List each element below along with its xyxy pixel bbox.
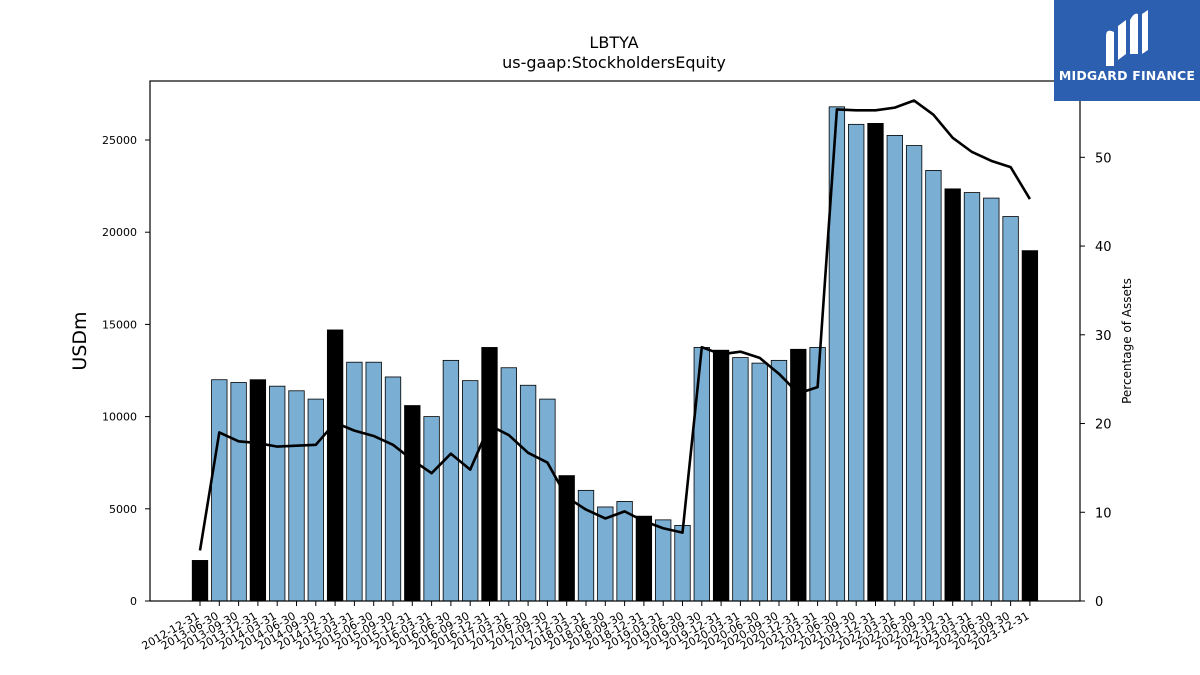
- bar-2021-12-31: [867, 123, 884, 602]
- y-tick-label: 25000: [102, 134, 137, 147]
- line-layer: [198, 99, 1032, 551]
- bar-2013-06-30: [211, 379, 228, 602]
- bar-2016-06-30: [442, 359, 460, 602]
- bars-layer: [191, 106, 1039, 602]
- bar-2015-12-31: [404, 405, 421, 602]
- bar-2012-12-31: [191, 560, 209, 602]
- y-tick-label: 20000: [102, 226, 137, 239]
- bar-2017-06-30: [519, 384, 537, 602]
- y2-tick-label: 30: [1095, 329, 1112, 344]
- bar-2016-12-31: [481, 347, 498, 602]
- bar-2018-12-31: [635, 515, 653, 602]
- bar-2014-09-30: [307, 398, 324, 602]
- bar-2021-09-30: [848, 123, 865, 602]
- y-tick-label: 5000: [109, 503, 137, 516]
- bar-2013-09-30: [230, 382, 247, 602]
- y2-axis-label: Percentage of Assets: [1120, 278, 1134, 404]
- plot-frame: [149, 80, 1081, 602]
- bar-2023-09-30: [1002, 216, 1019, 602]
- bar-2017-03-31: [500, 367, 517, 602]
- x-axis: 2012-12-312013-06-302013-09-302013-12-31…: [140, 601, 1031, 653]
- y-tick-label: 0: [130, 595, 137, 608]
- bar-2019-03-31: [655, 519, 672, 602]
- bar-2023-06-30: [983, 197, 1000, 602]
- brand-logo-text: MIDGARD FINANCE: [1058, 68, 1196, 83]
- bar-2017-12-31: [558, 475, 575, 602]
- bar-2016-03-31: [423, 416, 440, 602]
- y-axis-label: USDm: [69, 311, 91, 370]
- bar-2019-06-30: [674, 525, 691, 602]
- y2-tick-label: 50: [1095, 151, 1112, 166]
- left-axis: 0 5000 10000 15000 20000 25000: [102, 134, 150, 608]
- bar-2020-03-31: [732, 357, 749, 602]
- chart-title: LBTYA: [589, 33, 638, 52]
- percentage-line: [198, 99, 1032, 551]
- bar-2019-09-30: [693, 347, 710, 602]
- brand-logo: MIDGARD FINANCE: [1054, 0, 1200, 101]
- bar-2014-03-31: [269, 385, 286, 602]
- bar-2015-09-30: [384, 376, 402, 602]
- bar-2018-06-30: [597, 506, 614, 602]
- y2-tick-label: 10: [1095, 506, 1112, 521]
- bar-2017-09-30: [539, 398, 556, 602]
- bar-2023-12-31: [1021, 250, 1039, 602]
- bar-2015-03-31: [346, 361, 363, 602]
- y2-tick-label: 20: [1095, 418, 1112, 433]
- midgard-logo-icon: [1106, 10, 1148, 67]
- bar-2016-09-30: [462, 380, 479, 602]
- y2-tick-label: 40: [1095, 240, 1112, 255]
- bar-2018-09-30: [616, 501, 633, 602]
- bar-2022-12-31: [944, 188, 961, 602]
- bar-2020-06-30: [751, 362, 768, 602]
- bar-2015-06-30: [365, 361, 382, 602]
- bar-2022-06-30: [905, 145, 923, 602]
- bar-2020-09-30: [770, 359, 788, 602]
- y-tick-label: 10000: [102, 411, 137, 424]
- bar-2022-03-31: [886, 134, 903, 602]
- bar-2023-03-31: [963, 192, 981, 602]
- y-tick-label: 15000: [102, 318, 137, 331]
- bar-2013-12-31: [249, 379, 267, 602]
- bar-2022-09-30: [925, 170, 942, 602]
- chart-subtitle: us-gaap:StockholdersEquity: [502, 53, 726, 72]
- bar-2014-12-31: [326, 329, 344, 602]
- bar-2014-06-30: [288, 390, 305, 602]
- bar-2019-12-31: [712, 349, 730, 602]
- right-axis: 0 10 20 30 40 50: [1080, 151, 1112, 610]
- y2-tick-label: 0: [1095, 595, 1103, 610]
